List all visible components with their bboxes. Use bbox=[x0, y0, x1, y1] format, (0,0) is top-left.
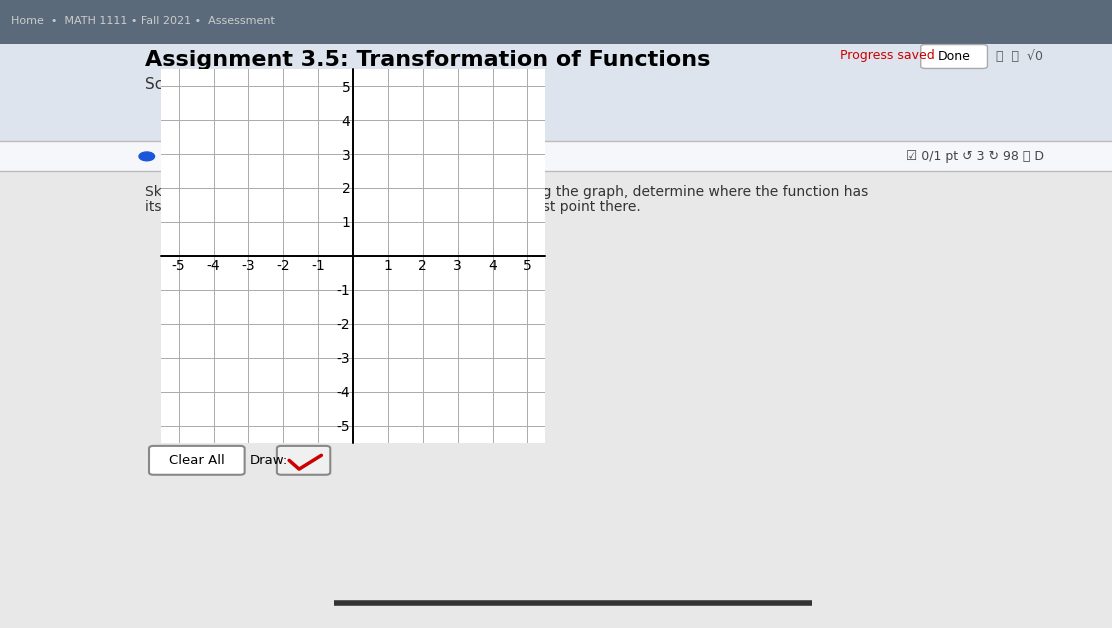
Text: Progress saved: Progress saved bbox=[840, 49, 934, 62]
Text: <: < bbox=[291, 151, 302, 163]
Text: Done: Done bbox=[937, 50, 971, 63]
FancyBboxPatch shape bbox=[277, 446, 330, 475]
FancyBboxPatch shape bbox=[149, 446, 245, 475]
Circle shape bbox=[139, 152, 155, 161]
FancyBboxPatch shape bbox=[0, 141, 1112, 171]
FancyBboxPatch shape bbox=[0, 0, 1112, 44]
FancyBboxPatch shape bbox=[282, 146, 311, 167]
Text: Draw:: Draw: bbox=[250, 454, 288, 467]
Text: Sketch a graph of f(x) = −0.5|x − 2| + 1. Before sketching the graph, determine : Sketch a graph of f(x) = −0.5|x − 2| + 1… bbox=[145, 184, 867, 199]
Text: Score: 14/17   Answered: 16/17: Score: 14/17 Answered: 16/17 bbox=[145, 77, 385, 92]
Text: Question 17: Question 17 bbox=[163, 149, 256, 164]
Text: ▼: ▼ bbox=[261, 152, 268, 162]
Text: Assignment 3.5: Transformation of Functions: Assignment 3.5: Transformation of Functi… bbox=[145, 50, 709, 70]
Text: its minimum or maximum value so you can place your first point there.: its minimum or maximum value so you can … bbox=[145, 200, 641, 214]
Text: ⎙  ⎙  √0: ⎙ ⎙ √0 bbox=[996, 50, 1043, 63]
FancyBboxPatch shape bbox=[250, 146, 279, 167]
Text: Home  •  MATH 1111 • Fall 2021 •  Assessment: Home • MATH 1111 • Fall 2021 • Assessmen… bbox=[11, 16, 275, 26]
FancyBboxPatch shape bbox=[310, 146, 339, 167]
FancyBboxPatch shape bbox=[921, 45, 987, 68]
FancyBboxPatch shape bbox=[0, 44, 1112, 141]
Text: >: > bbox=[319, 151, 330, 163]
Text: ☑ 0/1 pt ↺ 3 ↻ 98 ⓘ D: ☑ 0/1 pt ↺ 3 ↻ 98 ⓘ D bbox=[906, 150, 1044, 163]
Text: Clear All: Clear All bbox=[169, 454, 225, 467]
